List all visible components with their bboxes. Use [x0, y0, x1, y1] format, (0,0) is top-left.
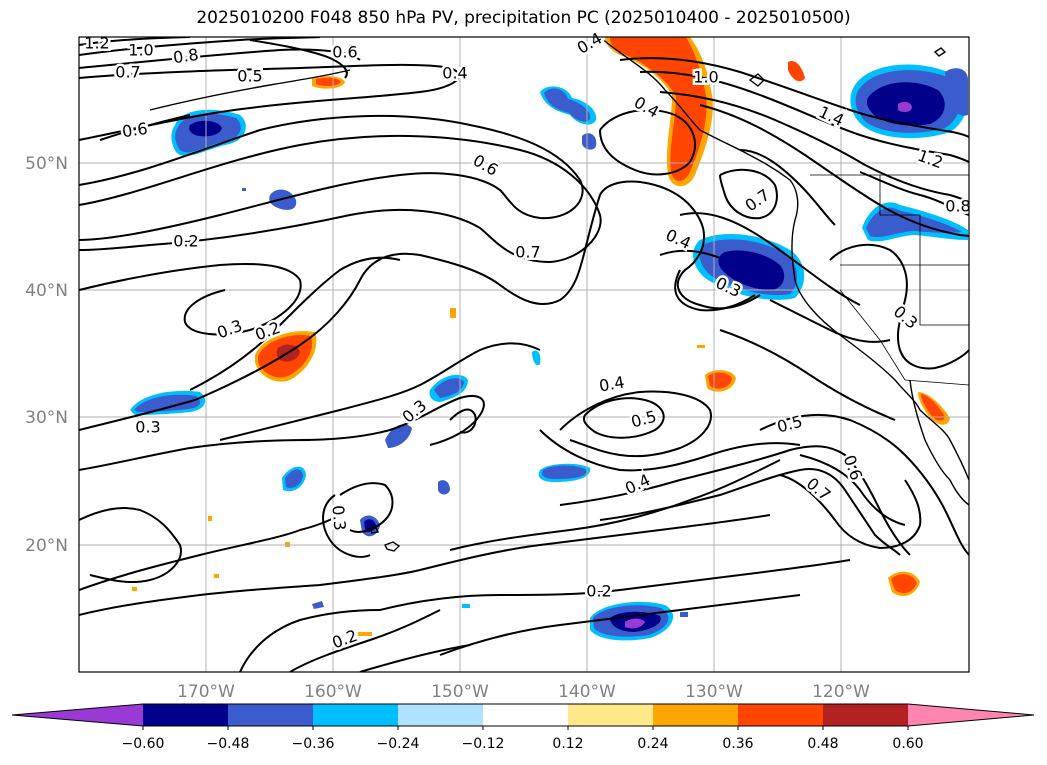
colorbar-tick-labels: −0.60 −0.48 −0.36 −0.24 −0.12 0.12 0.24 0.36 0.4…: [122, 726, 924, 752]
contour-label: 0.2: [173, 232, 198, 251]
colorbar-segment: [313, 704, 398, 726]
colorbar-tick-label: 0.48: [807, 736, 838, 752]
lon-label-140W: 140°W: [558, 682, 616, 702]
contour-label: 0.8: [172, 45, 200, 67]
contour-label: 0.4: [598, 372, 626, 395]
colorbar-segment: [143, 704, 228, 726]
contour-label: 0.2: [586, 582, 611, 601]
colorbar-tick-label: 0.60: [892, 736, 923, 752]
contour-label: 0.3: [135, 418, 160, 437]
colorbar-segment: [738, 704, 823, 726]
colorbar-tick-label: −0.36: [292, 736, 335, 752]
lon-label-150W: 150°W: [431, 682, 489, 702]
borders: [810, 174, 969, 386]
colorbar-tick-label: 0.36: [722, 736, 753, 752]
contour-label: 1.2: [84, 34, 109, 53]
lon-label-170W: 170°W: [177, 682, 235, 702]
colorbar-left-extend: [12, 704, 143, 726]
contour-label: 0.8: [945, 197, 970, 216]
lon-label-120W: 120°W: [812, 682, 870, 702]
lat-label-50N: 50°N: [25, 154, 68, 174]
colorbar-tick-label: 0.24: [637, 736, 668, 752]
lat-label-20N: 20°N: [25, 536, 68, 556]
colorbar-segment: [823, 704, 908, 726]
colorbar-segment: [228, 704, 313, 726]
lat-label-40N: 40°N: [25, 281, 68, 301]
colorbar-tick-label: −0.48: [207, 736, 250, 752]
colorbar-tick-label: 0.12: [552, 736, 583, 752]
contour-label: 0.6: [121, 119, 149, 141]
colorbar-tick-label: −0.12: [462, 736, 505, 752]
gridlines: [79, 37, 969, 672]
colorbar-tick-label: −0.24: [377, 736, 420, 752]
contour-label: 0.7: [515, 243, 540, 262]
lat-axis-labels: 50°N 40°N 30°N 20°N: [25, 154, 68, 556]
colorbar: [11, 703, 1035, 727]
colorbar-segment: [483, 704, 568, 726]
colorbar-segment: [653, 704, 738, 726]
map-title: 2025010200 F048 850 hPa PV, precipitatio…: [196, 8, 851, 28]
lon-axis-labels: 170°W 160°W 150°W 140°W 130°W 120°W: [177, 682, 870, 702]
colorbar-segment: [398, 704, 483, 726]
contour-label: 1.0: [128, 41, 153, 60]
contour-label: 0.4: [442, 64, 467, 83]
colorbar-right-extend: [908, 704, 1034, 726]
contour-label: 0.5: [237, 67, 262, 86]
lon-label-160W: 160°W: [304, 682, 362, 702]
lat-label-30N: 30°N: [25, 408, 68, 428]
contour-label: 0.3: [328, 504, 349, 531]
contour-label: 0.6: [332, 43, 357, 62]
colorbar-segment: [568, 704, 653, 726]
contour-label: 0.7: [115, 63, 140, 82]
colorbar-tick-label: −0.60: [122, 736, 165, 752]
map-frame: [78, 36, 970, 673]
lon-label-130W: 130°W: [685, 682, 743, 702]
contour-label: 1.0: [693, 68, 718, 87]
